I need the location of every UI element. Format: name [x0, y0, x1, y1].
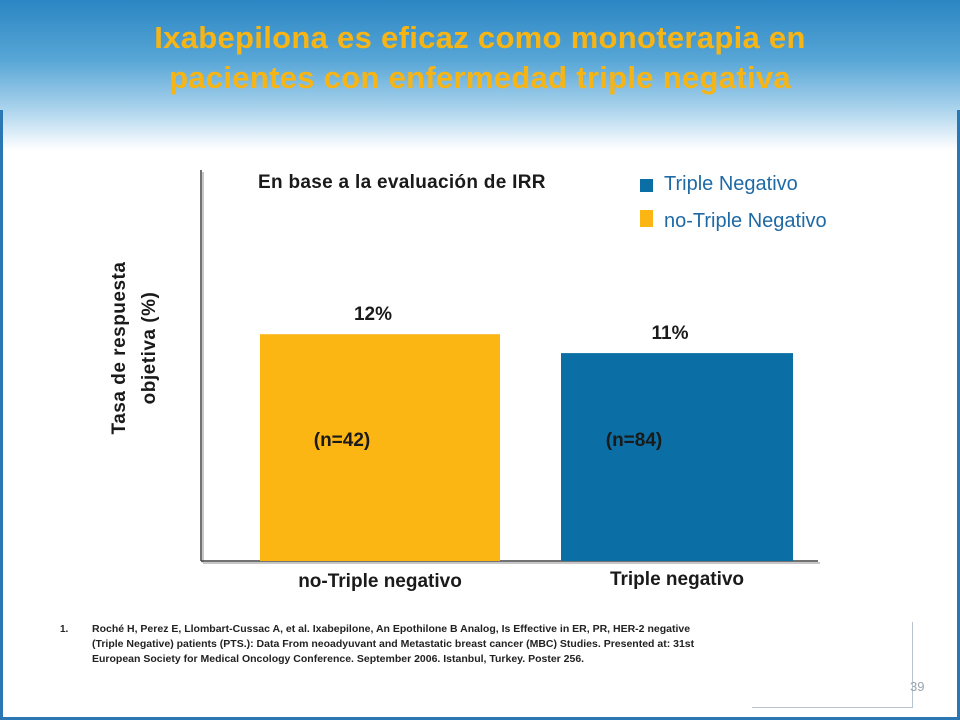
legend-swatch-triple-negativo: [640, 179, 653, 192]
chart-title: En base a la evaluación de IRR: [258, 172, 546, 193]
bar-no-triple: [260, 334, 500, 561]
bar-value-label-triple: 11%: [652, 323, 689, 344]
bar-triple: [561, 353, 793, 561]
y-axis-label-line-1: Tasa de respuesta: [109, 261, 130, 435]
slide-title-line-1: Ixabepilona es eficaz como monoterapia e…: [154, 20, 806, 55]
slide-title: Ixabepilona es eficaz como monoterapia e…: [0, 18, 960, 98]
reference-number: 1.: [60, 624, 69, 635]
y-axis-label: Tasa de respuesta objetiva (%): [60, 243, 210, 453]
legend-label-no-triple-negativo: no-Triple Negativo: [664, 210, 827, 232]
reference-text: Roché H, Perez E, Llombart-Cussac A, et …: [92, 623, 695, 665]
slide-frame-bottom: [0, 717, 960, 720]
bar-value-label-no-triple: 12%: [354, 304, 392, 325]
slide-header-band: [0, 0, 960, 150]
blank-panel: [752, 622, 913, 708]
slide-frame-left: [0, 110, 3, 720]
legend-label-triple-negativo: Triple Negativo: [664, 173, 798, 195]
page-number: 39: [910, 679, 925, 694]
x-category-label-triple: Triple negativo: [609, 569, 745, 590]
legend-swatch-no-triple-negativo: [640, 210, 653, 227]
slide-frame-right: [957, 110, 960, 720]
x-category-label-no-triple: no-Triple negativo: [298, 571, 462, 592]
slide-title-line-2: pacientes con enfermedad triple negativa: [169, 60, 791, 95]
bar-n-label-no-triple: (n=42): [314, 430, 371, 451]
y-axis-label-line-2: objetiva (%): [139, 291, 160, 405]
bar-n-label-triple: (n=84): [606, 430, 663, 451]
